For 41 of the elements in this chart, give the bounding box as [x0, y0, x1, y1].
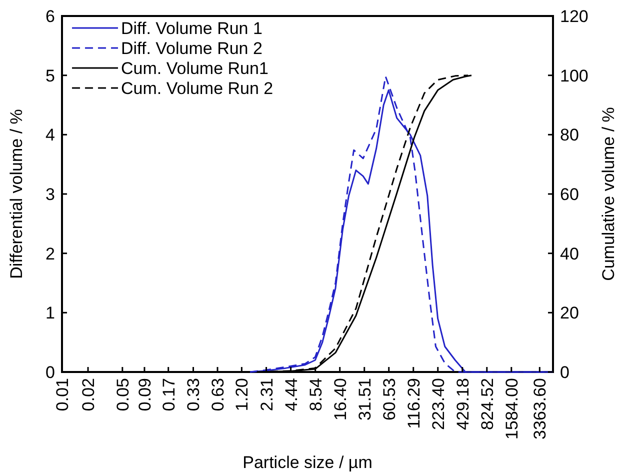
legend-label: Diff. Volume Run 2	[121, 39, 262, 58]
x-tick-label: 4.44	[282, 378, 301, 412]
y2-tick-label: 40	[560, 244, 579, 264]
x-tick-label: 3363.60	[530, 378, 550, 440]
x-tick-label: 0.09	[135, 378, 154, 412]
x-tick-label: 0.33	[184, 378, 204, 412]
x-tick-label: 1584.00	[502, 378, 522, 440]
x-tick-label: 824.52	[478, 378, 497, 430]
x-axis-title: Particle size / µm	[242, 453, 372, 472]
y-tick-label: 2	[46, 244, 55, 264]
y-tick-label: 1	[46, 304, 55, 323]
y-axis-title: Differential volume / %	[7, 109, 26, 279]
x-tick-label: 0.05	[113, 378, 132, 412]
x-tick-label: 223.40	[428, 378, 448, 430]
y2-tick-label: 120	[560, 7, 588, 26]
y2-axis-title: Cumulative volume / %	[599, 107, 618, 281]
y2-tick-label: 20	[560, 304, 579, 323]
y-tick-label: 0	[46, 363, 55, 382]
legend-label: Cum. Volume Run 2	[121, 79, 274, 98]
x-tick-label: 31.51	[355, 378, 374, 421]
x-tick-label: 429.18	[453, 378, 472, 430]
x-tick-label: 60.53	[380, 378, 399, 421]
y-tick-label: 5	[46, 66, 55, 86]
y2-tick-label: 60	[560, 185, 579, 204]
y-tick-label: 4	[46, 126, 55, 145]
x-tick-label: 0.01	[53, 378, 72, 412]
y2-tick-label: 0	[560, 363, 570, 382]
x-tick-label: 0.17	[159, 378, 178, 412]
x-tick-label: 8.54	[306, 378, 326, 412]
y2-tick-label: 100	[560, 66, 588, 86]
legend-label: Diff. Volume Run 1	[121, 19, 262, 38]
x-tick-label: 116.29	[404, 378, 424, 429]
x-tick-label: 16.40	[330, 378, 350, 421]
x-tick-label: 2.31	[257, 378, 276, 412]
x-tick-label: 0.63	[208, 378, 228, 412]
x-tick-label: 1.20	[232, 378, 252, 412]
y2-tick-label: 80	[560, 126, 579, 145]
legend-label: Cum. Volume Run1	[121, 59, 268, 78]
y-tick-label: 3	[46, 185, 55, 204]
y-tick-label: 6	[46, 7, 55, 26]
x-tick-label: 0.02	[79, 378, 98, 412]
